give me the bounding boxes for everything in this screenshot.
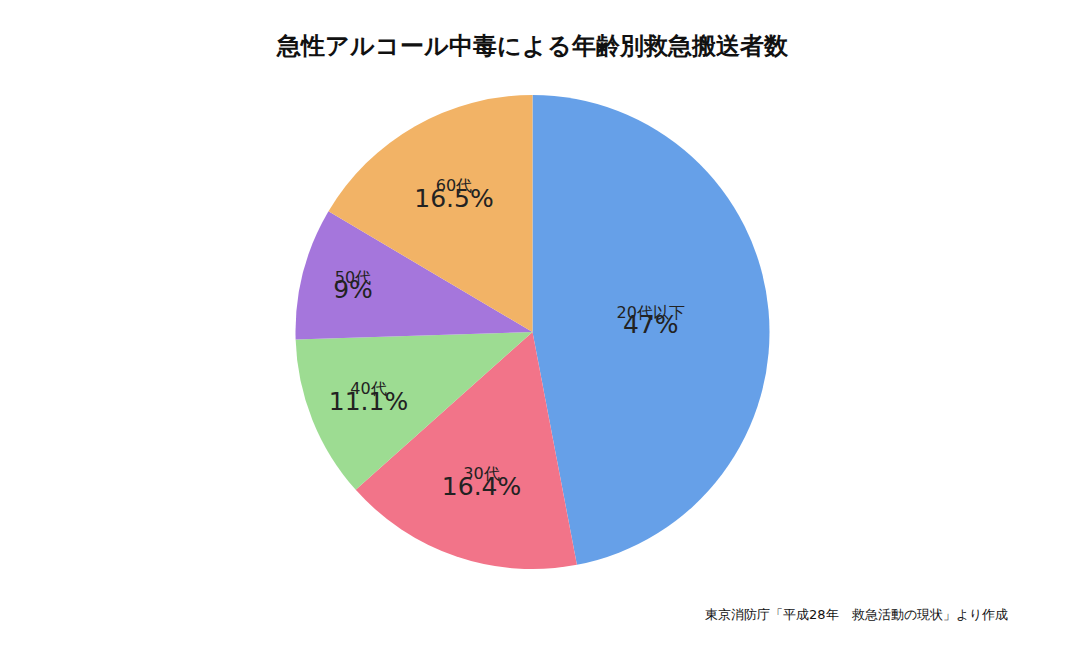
svg-text:急性アルコール中毒による年齢別救急搬送者数: 急性アルコール中毒による年齢別救急搬送者数 <box>276 32 789 60</box>
svg-text:60代16.5%: 60代16.5% <box>414 176 493 213</box>
svg-text:20代以下47%: 20代以下47% <box>617 303 685 340</box>
svg-text:40代11.1%: 40代11.1% <box>329 379 408 416</box>
svg-text:50代9%: 50代9% <box>333 268 373 305</box>
svg-text:30代16.4%: 30代16.4% <box>442 464 521 501</box>
svg-text:東京消防庁「平成28年 救急活動の現状」より作成: 東京消防庁「平成28年 救急活動の現状」より作成 <box>705 607 1008 622</box>
